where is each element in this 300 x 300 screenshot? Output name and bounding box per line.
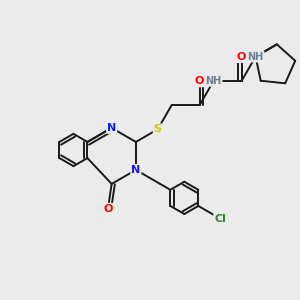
Text: N: N [107,123,116,133]
Text: N: N [131,165,140,175]
Text: O: O [237,52,246,62]
Text: S: S [154,124,162,134]
Text: NH: NH [206,76,222,86]
Text: O: O [195,76,204,86]
Text: NH: NH [248,52,264,62]
Text: O: O [103,204,113,214]
Text: Cl: Cl [214,214,226,224]
